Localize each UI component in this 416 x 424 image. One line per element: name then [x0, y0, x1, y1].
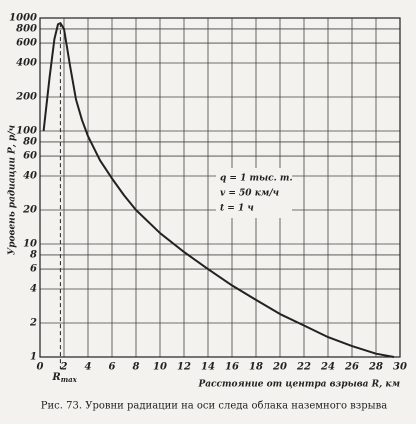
x-tick-label: 28: [368, 362, 383, 373]
x-tick-label: 18: [249, 362, 263, 373]
x-tick-label: 4: [85, 362, 92, 373]
y-tick-label: 8: [30, 249, 37, 260]
rmax-label-sub: max: [61, 375, 78, 384]
x-tick-label: 14: [201, 362, 215, 373]
x-tick-label: 2: [60, 362, 68, 373]
y-tick-label: 10: [23, 239, 37, 250]
x-tick-label: 26: [344, 362, 359, 373]
y-tick-label: 60: [23, 151, 37, 162]
y-tick-label: 100: [16, 126, 37, 137]
notes-box: [216, 168, 292, 218]
y-tick-label: 40: [23, 170, 37, 181]
y-tick-label: 400: [16, 57, 37, 68]
y-tick-label: 20: [22, 204, 37, 215]
y-axis-label: Уровень радиации Р, р/ч: [8, 125, 18, 255]
x-tick-label: 24: [320, 362, 335, 373]
rmax-label-main: R: [51, 372, 60, 383]
y-tick-label: 200: [15, 91, 37, 102]
x-axis-label: Расстояние от центра взрыва R, км: [197, 380, 400, 390]
y-tick-label: 80: [23, 136, 37, 147]
x-tick-label: 12: [177, 362, 191, 373]
y-tick-label: 800: [16, 23, 37, 34]
x-tick-label: 16: [225, 362, 239, 373]
x-tick-label: 0: [37, 362, 44, 373]
rmax-label: Rmax: [51, 372, 77, 385]
x-tick-label: 30: [393, 362, 407, 373]
plot-frame: [39, 17, 401, 358]
note: v = 50 км/ч: [220, 189, 279, 199]
y-tick-label: 600: [16, 38, 37, 49]
note: t = 1 ч: [220, 204, 254, 214]
x-tick-label: 6: [109, 362, 116, 373]
y-tick-label: 4: [30, 283, 37, 294]
y-tick-label: 1: [30, 352, 37, 363]
caption: Рис. 73. Уровни радиации на оси следа об…: [41, 401, 387, 412]
note: q = 1 тыс. т.: [220, 174, 293, 184]
y-tick-label: 1000: [9, 13, 37, 24]
x-tick-label: 10: [153, 362, 167, 373]
data-line: [42, 22, 395, 358]
x-tick-label: 22: [296, 362, 311, 373]
y-tick-label: 6: [30, 264, 37, 275]
x-tick-label: 20: [272, 362, 287, 373]
x-tick-label: 8: [133, 362, 140, 373]
y-tick-label: 2: [29, 317, 37, 328]
